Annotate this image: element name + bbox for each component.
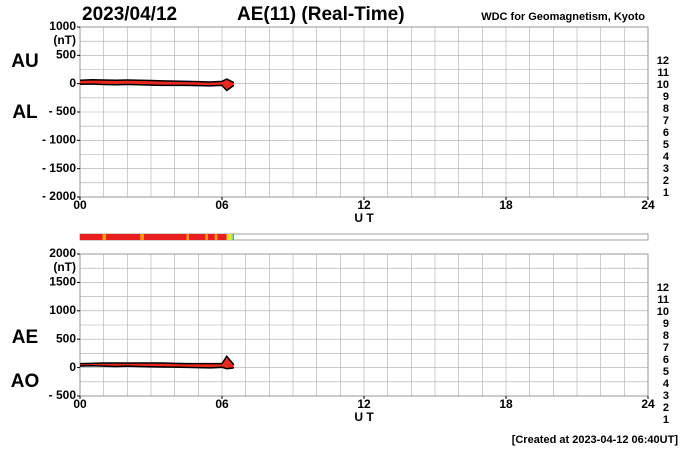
activity-segment [217,234,227,240]
x-tick-label: 00 [73,397,87,411]
level-label: 2 [663,402,669,414]
x-tick-label: 06 [215,397,229,411]
activity-segment [102,234,107,240]
series-label: AO [11,371,40,392]
x-axis-label: U T [354,410,374,424]
x-tick-label: 24 [641,198,655,212]
series-line [79,78,235,84]
series-line [79,354,235,366]
activity-segment [226,234,231,240]
y-tick-label: - 1500 [42,161,76,175]
x-tick-label: 18 [499,198,513,212]
unit-label: (nT) [53,33,76,47]
activity-segment [230,234,233,240]
level-label: 12 [657,282,669,294]
x-tick-label: 12 [357,397,371,411]
level-label: 9 [663,91,669,103]
activity-segment [207,234,215,240]
activity-segment [186,234,189,240]
level-label: 11 [657,294,669,306]
level-label: 4 [663,151,670,163]
y-tick-label: 500 [56,331,76,345]
x-tick-label: 00 [73,198,87,212]
activity-segment [232,234,234,240]
level-label: 5 [663,139,669,151]
activity-segment [214,234,218,240]
level-label: 2 [663,175,669,187]
level-label: 7 [663,342,669,354]
series-label: AU [11,51,38,72]
level-label: 6 [663,127,669,139]
level-label: 7 [663,115,669,127]
band-fill [80,356,234,369]
x-tick-label: 18 [499,397,513,411]
y-tick-label: 0 [69,76,76,90]
series-label: AL [12,102,38,123]
level-label: 5 [663,366,669,378]
level-label: 10 [657,79,669,91]
unit-label: (nT) [53,260,76,274]
activity-segment [188,234,206,240]
level-label: 3 [663,163,669,175]
y-tick-label: - 1000 [42,133,76,147]
footer: [Created at 2023-04-12 06:40UT] [512,434,679,446]
series-label: AE [12,327,38,348]
y-tick-label: 1500 [49,275,76,289]
y-tick-label: 1000 [49,19,76,33]
activity-segment [140,234,144,240]
level-label: 9 [663,318,669,330]
x-axis-label: U T [354,211,374,225]
x-tick-label: 24 [641,397,655,411]
x-tick-label: 12 [357,198,371,212]
level-label: 10 [657,306,669,318]
date: 2023/04/12 [82,4,177,25]
activity-segment [143,234,187,240]
series-line [79,364,234,370]
y-tick-label: 500 [56,48,76,62]
activity-segment [106,234,141,240]
y-tick-label: - 2000 [42,189,76,203]
level-label: 12 [657,55,669,67]
series-line [79,83,235,92]
x-tick-label: 06 [215,198,229,212]
level-label: 3 [663,390,669,402]
level-label: 11 [657,67,669,79]
y-tick-label: 2000 [49,246,76,260]
level-label: 1 [663,414,669,426]
level-label: 8 [663,103,669,115]
source: WDC for Geomagnetism, Kyoto [481,11,645,23]
y-tick-label: 1000 [49,303,76,317]
activity-segment [80,234,103,240]
level-label: 6 [663,354,669,366]
title: AE(11) (Real-Time) [237,4,405,25]
level-label: 4 [663,378,670,390]
y-tick-label: - 500 [49,388,77,402]
level-label: 1 [663,187,669,199]
level-label: 8 [663,330,669,342]
activity-segment [205,234,208,240]
y-tick-label: 0 [69,360,76,374]
y-tick-label: - 500 [49,104,77,118]
